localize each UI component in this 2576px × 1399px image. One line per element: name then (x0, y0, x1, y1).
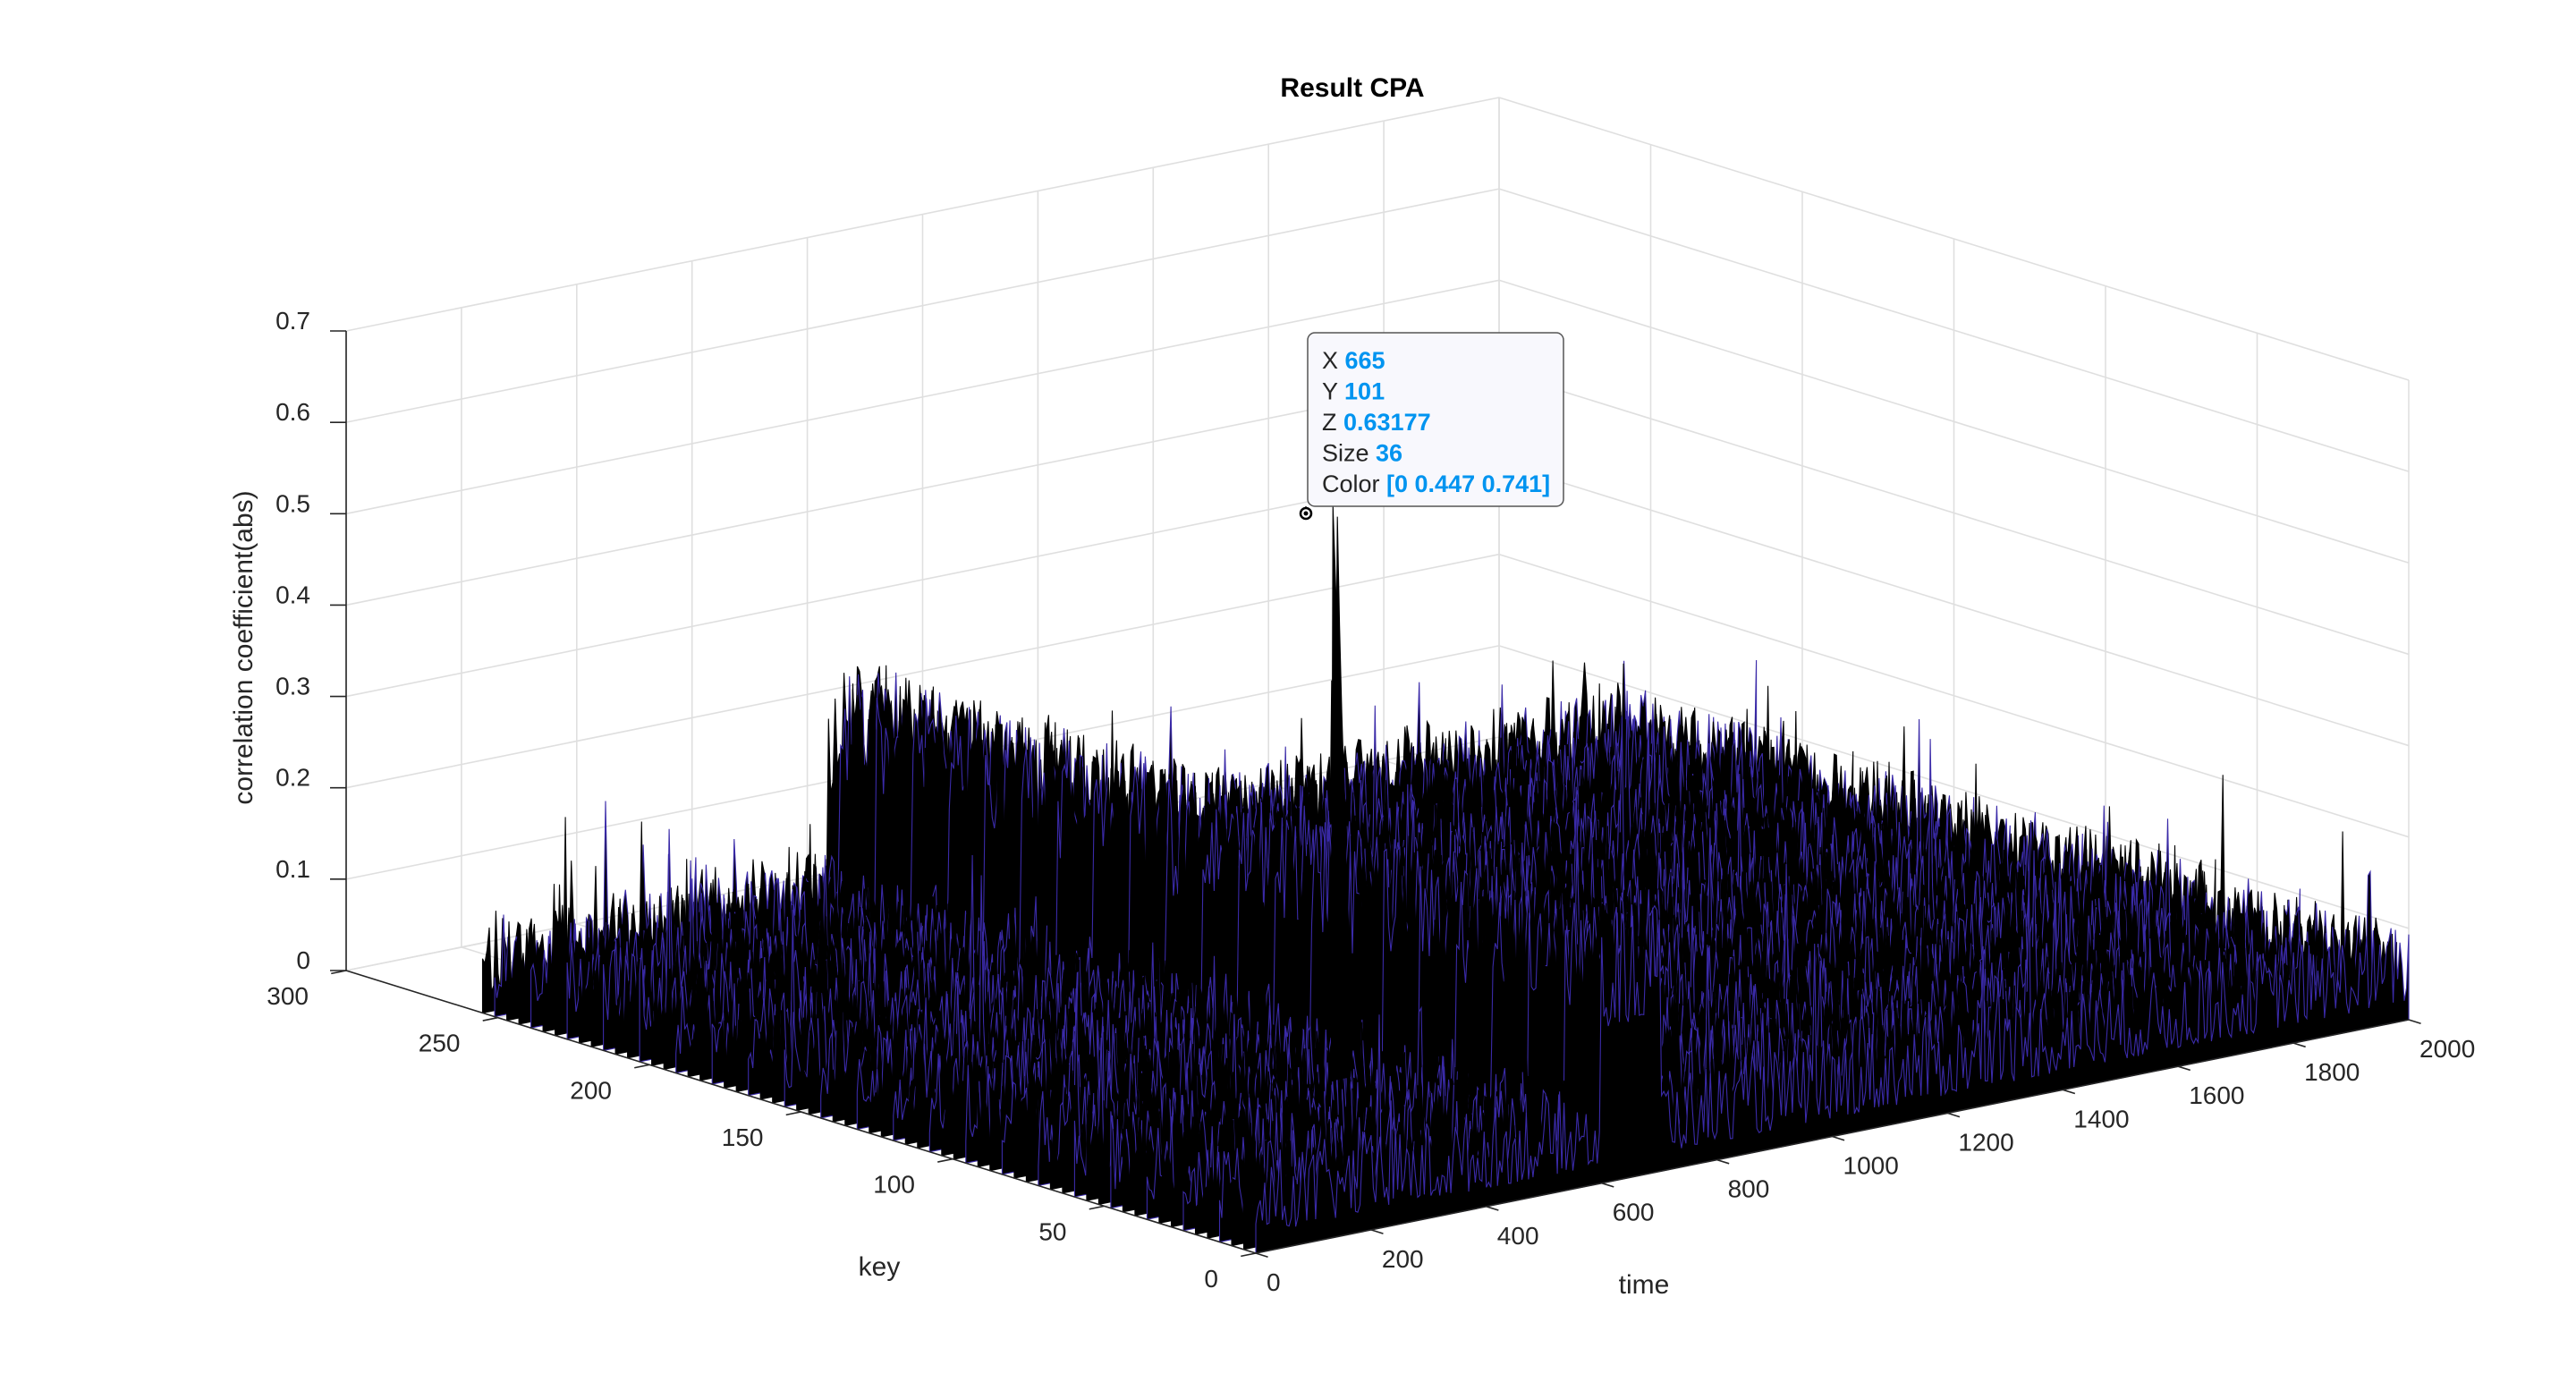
z-tick-label: 0.7 (275, 307, 310, 335)
datatip-label: Color (1322, 471, 1386, 497)
y-tick-label: 300 (267, 982, 309, 1010)
gridline-z-wall-b (1498, 188, 2410, 472)
gridline-z-wall-a (345, 370, 1500, 606)
x-tick-mark (2063, 1089, 2076, 1095)
datatip-row: Color [0 0.447 0.741] (1322, 471, 1550, 497)
y-tick-mark (482, 1016, 498, 1022)
x-tick-label: 600 (1613, 1199, 1655, 1226)
x-tick-mark (1832, 1135, 1845, 1141)
x-tick-label: 0 (1267, 1268, 1281, 1296)
gridline-z-wall-b (1498, 370, 2410, 656)
axes-layer (330, 330, 2421, 1258)
y-tick-mark (937, 1157, 953, 1163)
gridline-z-wall-a (345, 279, 1500, 515)
x-tick-mark (1486, 1206, 1499, 1211)
z-axis-title: correlation coefficient(abs) (229, 490, 258, 804)
datatip-row: X 665 (1322, 347, 1385, 374)
y-tick-label: 0 (1204, 1265, 1218, 1293)
y-axis-title: key (859, 1252, 901, 1282)
gridline-z-wall-b (1498, 462, 2410, 747)
gridline-z-wall-a (345, 188, 1500, 423)
gridline-z-wall-b (1498, 645, 2410, 929)
gridline-z-wall-a (345, 97, 1500, 332)
x-tick-label: 1400 (2073, 1105, 2129, 1132)
x-tick-mark (1255, 1252, 1268, 1258)
z-tick-label: 0.6 (275, 398, 310, 426)
z-tick-label: 0.1 (275, 855, 310, 883)
datatip-value: 665 (1345, 347, 1385, 374)
x-tick-mark (1716, 1158, 1730, 1165)
datatip-label: Y (1322, 378, 1344, 405)
x-tick-label: 1200 (1958, 1128, 2013, 1156)
x-tick-mark (1601, 1182, 1614, 1188)
y-tick-mark (634, 1064, 650, 1069)
x-tick-mark (1370, 1229, 1384, 1234)
datatip-box (1307, 332, 1564, 507)
datatip-value: [0 0.447 0.741] (1386, 471, 1550, 497)
peak-spike (1330, 503, 1351, 1081)
y-tick-label: 50 (1038, 1217, 1066, 1245)
x-tick-label: 1600 (2189, 1081, 2244, 1109)
datatip-value: 101 (1344, 378, 1385, 405)
datatip-marker-dot (1303, 511, 1309, 516)
x-tick-label: 200 (1382, 1245, 1424, 1273)
x-tick-label: 400 (1497, 1222, 1539, 1250)
tick-labels-layer: 0200400600800100012001400160018002000050… (267, 307, 2475, 1296)
gridline-z-wall-b (1498, 553, 2410, 838)
chart-title: Result CPA (1280, 73, 1424, 103)
gridline-z-wall-b (1498, 279, 2410, 564)
gridline-z-wall-a (345, 462, 1500, 698)
x-tick-label: 1800 (2304, 1058, 2360, 1086)
y-tick-label: 150 (722, 1123, 764, 1151)
surface-strip (1255, 907, 2410, 1254)
x-tick-mark (2292, 1042, 2306, 1048)
z-tick-label: 0.5 (275, 489, 310, 517)
z-tick-label: 0.3 (275, 673, 310, 700)
y-tick-label: 200 (570, 1076, 612, 1104)
gridline-z-wall-a (345, 553, 1500, 789)
x-tick-label: 2000 (2419, 1035, 2475, 1063)
datatip-label: X (1322, 347, 1345, 374)
datatip-row: Size 36 (1322, 440, 1402, 467)
z-tick-label: 0.4 (275, 581, 310, 608)
surface-plot[interactable] (481, 503, 2410, 1254)
x-tick-label: 1000 (1843, 1152, 1899, 1180)
datatip-value: 0.63177 (1343, 409, 1431, 436)
x-tick-label: 800 (1728, 1175, 1770, 1203)
x-tick-mark (2408, 1019, 2421, 1024)
z-tick-label: 0.2 (275, 764, 310, 792)
z-tick-label: 0 (296, 946, 310, 974)
datatip-row: Y 101 (1322, 378, 1385, 405)
x-tick-mark (2177, 1065, 2190, 1072)
datatip-value: 36 (1376, 440, 1402, 467)
y-tick-label: 100 (873, 1171, 915, 1199)
datatip-row: Z 0.63177 (1322, 409, 1431, 436)
y-tick-mark (785, 1111, 801, 1116)
y-tick-mark (1241, 1252, 1257, 1258)
y-tick-label: 250 (419, 1030, 461, 1057)
x-axis-title: time (1619, 1270, 1670, 1300)
datatip-label: Z (1322, 409, 1343, 436)
datatip-label: Size (1322, 440, 1376, 467)
x-tick-mark (1947, 1112, 1961, 1118)
y-tick-mark (1089, 1205, 1105, 1210)
gridline-z-wall-b (1498, 97, 2410, 381)
